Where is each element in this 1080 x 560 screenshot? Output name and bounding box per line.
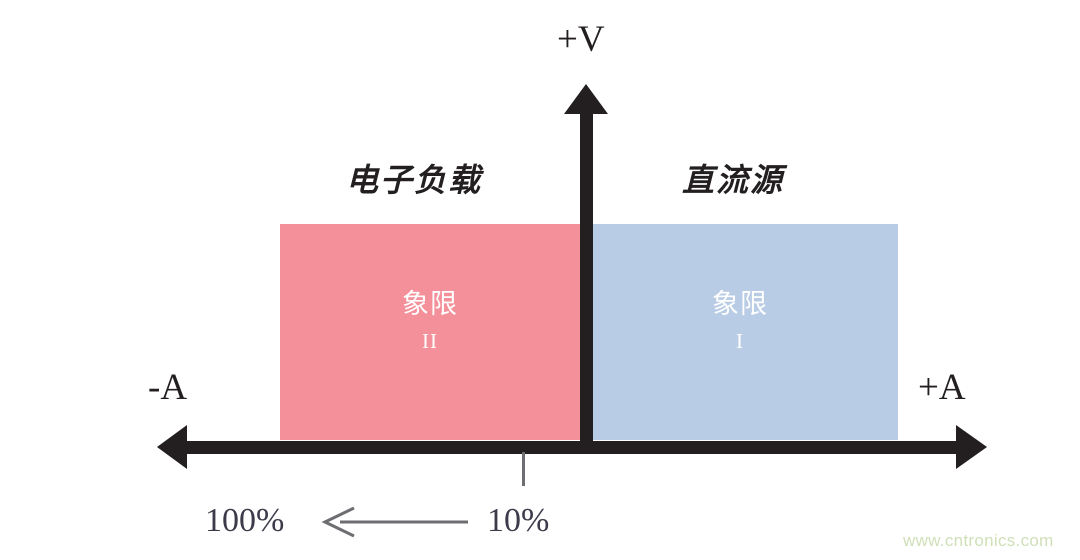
- x-axis-negative-arrowhead-icon: [157, 425, 187, 469]
- y-axis-positive-arrowhead-icon: [564, 84, 608, 114]
- x-axis-positive-arrowhead-icon: [956, 425, 987, 469]
- quadrant-label-two-name: 象限: [402, 289, 458, 319]
- y-axis-positive-label: +V: [557, 19, 605, 60]
- x-axis-tick-10-percent: [522, 452, 525, 486]
- quadrant-fill-electronic-load: [280, 224, 580, 440]
- watermark-text: www.cntronics.com: [903, 531, 1054, 550]
- quadrant-fill-dc-source: [592, 224, 898, 440]
- x-axis-positive-label: +A: [918, 367, 966, 408]
- quadrant-label-one: 象限 I: [665, 288, 815, 354]
- region-heading-dc-source: 直流源: [682, 162, 785, 198]
- quadrant-label-two-numeral: II: [422, 328, 438, 353]
- quadrant-label-two: 象限 II: [355, 288, 505, 354]
- scale-label-100-percent: 100%: [205, 502, 285, 539]
- x-axis-line: [176, 441, 966, 454]
- scale-direction-arrow-icon: [322, 506, 468, 538]
- region-heading-electronic-load: 电子负载: [346, 162, 483, 198]
- scale-label-10-percent: 10%: [487, 502, 550, 539]
- quadrant-label-one-name: 象限: [712, 289, 768, 319]
- quadrant-label-one-numeral: I: [736, 328, 744, 353]
- x-axis-negative-label: -A: [148, 367, 188, 408]
- y-axis-line: [580, 105, 593, 454]
